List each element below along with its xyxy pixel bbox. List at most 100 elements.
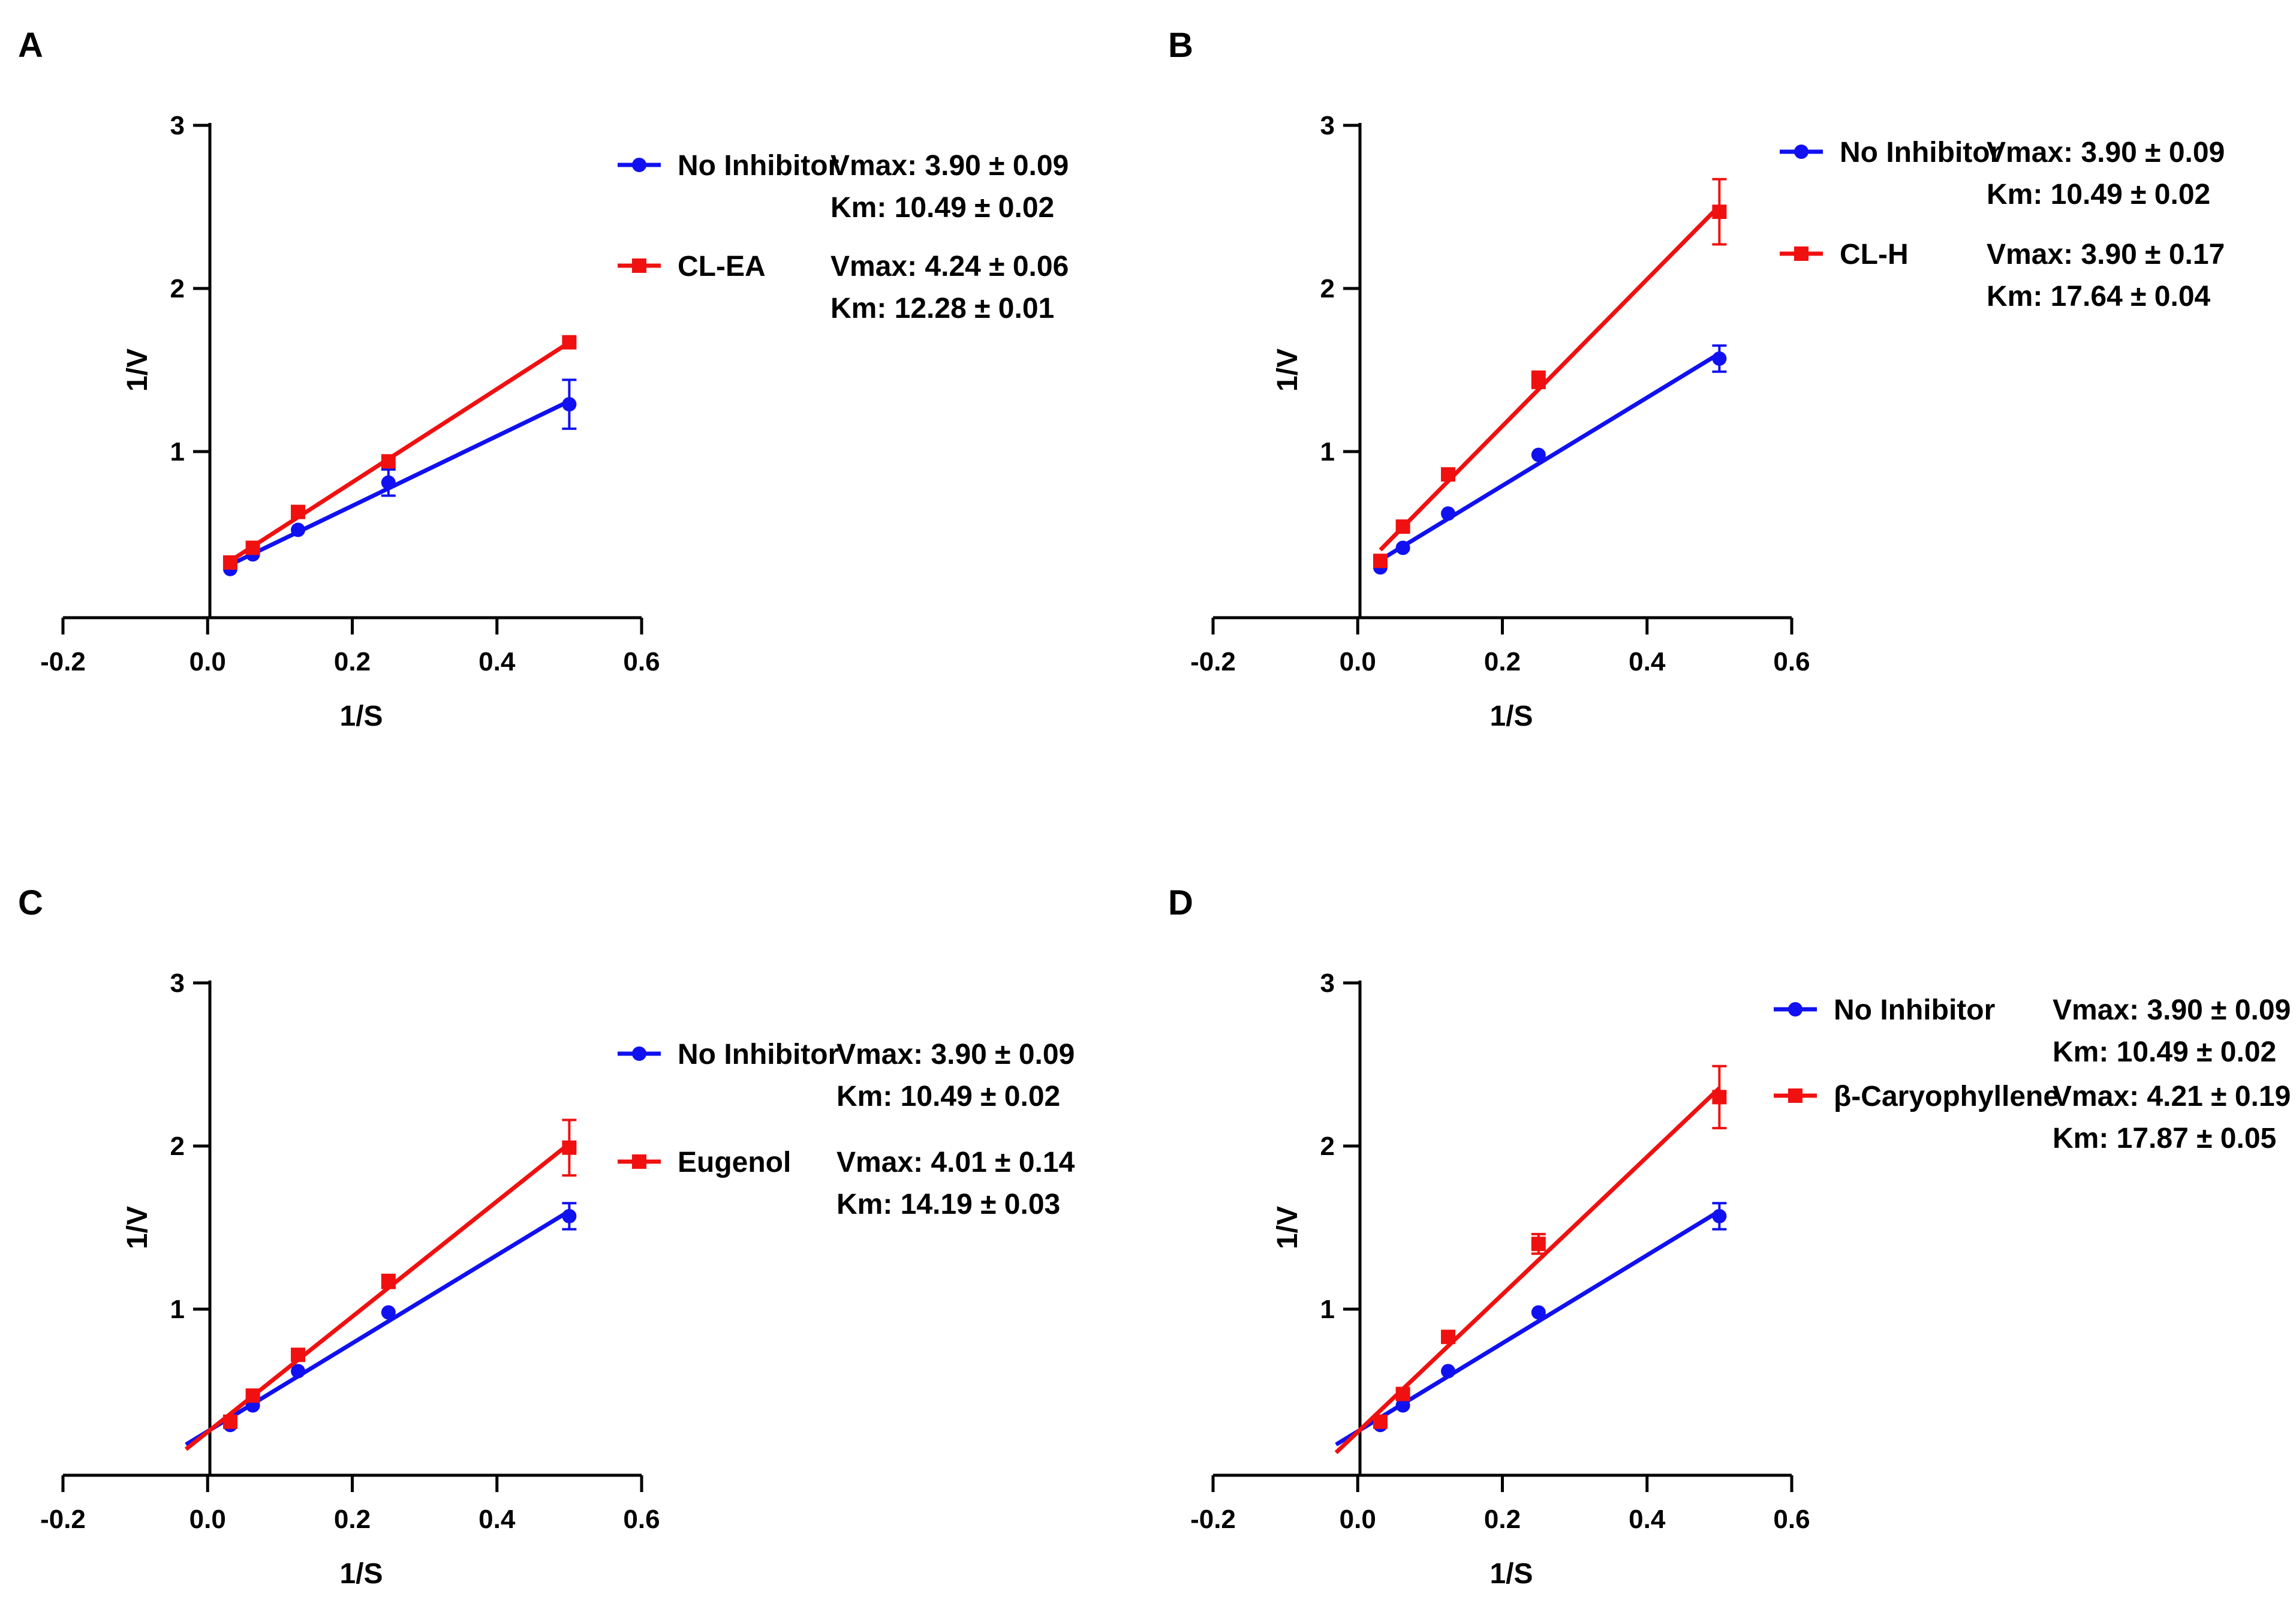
data-point (562, 335, 577, 350)
vmax-value: Vmax: 3.90 ± 0.09 (1987, 137, 2225, 169)
data-point (291, 1364, 306, 1379)
data-point (381, 1305, 396, 1320)
vmax-value: Vmax: 4.21 ± 0.19 (2053, 1081, 2291, 1112)
legend-marker (632, 1154, 646, 1169)
legend-marker (632, 1046, 646, 1061)
x-tick-label: 0.4 (1629, 1505, 1666, 1534)
km-value: Km: 12.28 ± 0.01 (830, 293, 1054, 324)
y-tick-label: 2 (1320, 1132, 1335, 1161)
data-point (1531, 447, 1546, 462)
series-inhibitor: Eugenol Vmax: 4.01 ± 0.14 Km: 14.19 ± 0.03 (184, 1118, 1075, 1451)
x-tick-label: 0.4 (479, 647, 516, 676)
data-point (1712, 351, 1727, 366)
vmax-value: Vmax: 4.01 ± 0.14 (836, 1147, 1075, 1178)
y-tick-label: 3 (170, 111, 185, 140)
y-axis-label: 1/V (122, 348, 154, 392)
data-point (1395, 1387, 1410, 1402)
fit-line (229, 341, 571, 563)
data-point (381, 454, 396, 469)
data-point (291, 522, 306, 537)
data-point (1395, 519, 1410, 534)
data-point (1441, 506, 1456, 521)
y-tick-label: 2 (170, 274, 185, 303)
vmax-value: Vmax: 3.90 ± 0.09 (830, 150, 1069, 182)
fit-line (1379, 204, 1721, 552)
y-tick-label: 2 (170, 1132, 185, 1161)
x-axis-label: 1/S (339, 700, 383, 732)
x-tick-label: 0.2 (1484, 647, 1521, 676)
data-point (1373, 554, 1388, 569)
data-point (222, 1414, 237, 1429)
x-tick-label: 0.2 (1484, 1505, 1521, 1534)
data-point (1441, 1330, 1456, 1345)
x-tick-label: -0.2 (1190, 1505, 1236, 1534)
data-point (245, 540, 260, 555)
fit-line (1334, 1086, 1721, 1454)
data-point (1373, 1414, 1388, 1429)
km-value: Km: 17.64 ± 0.04 (1987, 281, 2211, 312)
x-tick-label: 0.2 (334, 1505, 371, 1534)
legend-label: No Inhibitor (1840, 137, 2001, 169)
x-tick-label: 0.0 (189, 1505, 226, 1534)
panel-label: A (18, 26, 43, 65)
data-point (562, 1140, 577, 1155)
y-tick-label: 1 (170, 437, 185, 467)
x-tick-label: -0.2 (40, 1505, 86, 1534)
data-point (1531, 372, 1546, 387)
panel-D: D -0.2 0.0 0.2 0.4 0.6 1 2 3 1/S 1/V No Inhibitor Vm… (1168, 883, 2291, 1590)
data-point (562, 1208, 577, 1223)
x-tick-label: 0.6 (1773, 1505, 1810, 1534)
x-tick-label: 0.0 (1340, 647, 1376, 676)
legend-marker (632, 158, 646, 172)
km-value: Km: 10.49 ± 0.02 (836, 1081, 1060, 1112)
x-tick-label: 0.6 (623, 1505, 660, 1534)
x-tick-label: 0.2 (334, 647, 371, 676)
panel-label: C (18, 883, 43, 922)
legend-label: β-Caryophyllene (1834, 1081, 2059, 1112)
y-axis-label: 1/V (1272, 1206, 1304, 1249)
x-axis-label: 1/S (1489, 700, 1533, 732)
x-tick-label: 0.0 (1340, 1505, 1376, 1534)
x-tick-label: 0.4 (1629, 647, 1666, 676)
km-value: Km: 10.49 ± 0.02 (1987, 179, 2210, 210)
km-value: Km: 14.19 ± 0.03 (836, 1189, 1060, 1220)
data-point (381, 1274, 396, 1289)
panel-label: B (1168, 26, 1193, 65)
x-tick-label: 0.4 (479, 1505, 516, 1534)
data-point (1531, 1237, 1546, 1252)
legend-marker (632, 258, 646, 273)
data-point (1712, 204, 1727, 219)
series-inhibitor: CL-EA Vmax: 4.24 ± 0.06 Km: 12.28 ± 0.01 (222, 251, 1069, 570)
y-tick-label: 1 (1320, 1295, 1335, 1324)
vmax-value: Vmax: 4.24 ± 0.06 (830, 251, 1069, 282)
data-point (381, 475, 396, 490)
km-value: Km: 17.87 ± 0.05 (2053, 1123, 2276, 1154)
data-point (1441, 1364, 1456, 1379)
x-axis-label: 1/S (339, 1558, 383, 1590)
y-axis-label: 1/V (1272, 348, 1304, 392)
data-point (1395, 540, 1410, 555)
y-tick-label: 1 (1320, 437, 1335, 467)
data-point (1395, 1398, 1410, 1413)
vmax-value: Vmax: 3.90 ± 0.09 (2053, 994, 2291, 1026)
y-tick-label: 3 (170, 969, 185, 998)
legend-label: No Inhibitor (678, 150, 839, 182)
data-point (1712, 1090, 1727, 1105)
data-point (1441, 467, 1456, 482)
panel-label: D (1168, 883, 1193, 922)
fit-line (185, 1209, 571, 1446)
fit-line (1379, 351, 1721, 562)
data-point (1712, 1208, 1727, 1223)
km-value: Km: 10.49 ± 0.02 (2053, 1036, 2276, 1068)
data-point (291, 1348, 306, 1363)
data-point (1531, 1305, 1546, 1320)
series-inhibitor: CL-H Vmax: 3.90 ± 0.17 Km: 17.64 ± 0.04 (1373, 178, 2225, 569)
x-tick-label: -0.2 (1190, 647, 1236, 676)
